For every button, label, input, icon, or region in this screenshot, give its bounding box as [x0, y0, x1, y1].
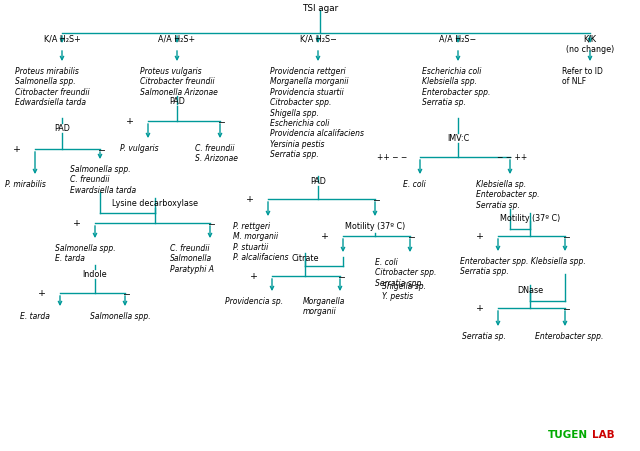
Text: K/A H₂S−: K/A H₂S− — [300, 35, 337, 44]
Text: +: + — [126, 117, 134, 126]
Text: E. tarda: E. tarda — [20, 311, 50, 320]
Text: PAD: PAD — [169, 97, 185, 106]
Text: Lysine decarboxylase: Lysine decarboxylase — [112, 198, 198, 207]
Text: A/A H₂S+: A/A H₂S+ — [159, 35, 196, 44]
Text: Refer to ID
of NLF: Refer to ID of NLF — [562, 67, 603, 86]
Text: Morganella
morganii: Morganella morganii — [303, 296, 346, 316]
Text: +: + — [250, 272, 258, 281]
Text: −: − — [563, 231, 571, 240]
Text: +: + — [321, 231, 329, 240]
Text: Motility (37º C): Motility (37º C) — [345, 221, 405, 230]
Text: Motility (37º C): Motility (37º C) — [500, 213, 560, 222]
Text: +: + — [246, 194, 254, 203]
Text: TSI agar: TSI agar — [302, 4, 338, 13]
Text: Serratia sp.: Serratia sp. — [462, 331, 506, 340]
Text: −: − — [123, 288, 131, 297]
Text: P. rettgeri
M. morganii
P. stuartii
P. alcalifaciens: P. rettgeri M. morganii P. stuartii P. a… — [233, 221, 289, 262]
Text: A/A H₂S−: A/A H₂S− — [440, 35, 477, 44]
Text: +: + — [13, 145, 21, 154]
Text: K/K
(no change): K/K (no change) — [566, 35, 614, 54]
Text: K/A H₂S+: K/A H₂S+ — [44, 35, 81, 44]
Text: C. freundii
S. Arizonae: C. freundii S. Arizonae — [195, 144, 238, 163]
Text: Enterobacter spp.: Enterobacter spp. — [535, 331, 604, 340]
Text: PAD: PAD — [54, 124, 70, 133]
Text: Enterobacter spp. Klebsiella spp.
Serratia spp.: Enterobacter spp. Klebsiella spp. Serrat… — [460, 257, 586, 276]
Text: PAD: PAD — [310, 177, 326, 186]
Text: Providencia sp.: Providencia sp. — [225, 296, 283, 305]
Text: +: + — [73, 219, 81, 227]
Text: Shigella sp.
Y. pestis: Shigella sp. Y. pestis — [382, 281, 426, 301]
Text: Escherichia coli
Klebsiella spp.
Enterobacter spp.
Serratia sp.: Escherichia coli Klebsiella spp. Enterob… — [422, 67, 490, 107]
Text: E. coli
Citrobacter spp.
Serratia spp.: E. coli Citrobacter spp. Serratia spp. — [375, 258, 436, 287]
Text: Citrate: Citrate — [291, 253, 319, 262]
Text: −: − — [408, 231, 416, 240]
Text: +: + — [476, 304, 484, 312]
Text: P. vulgaris: P. vulgaris — [120, 144, 159, 152]
Text: −: − — [563, 304, 571, 312]
Text: IMV:C: IMV:C — [447, 133, 469, 143]
Text: Proteus mirabilis
Salmonella spp.
Citrobacter freundii
Edwardsiella tarda: Proteus mirabilis Salmonella spp. Citrob… — [15, 67, 90, 107]
Text: −: − — [208, 219, 216, 227]
Text: Salmonella spp.: Salmonella spp. — [90, 311, 150, 320]
Text: E. coli: E. coli — [403, 179, 426, 189]
Text: P. mirabilis: P. mirabilis — [5, 179, 46, 189]
Text: TUGEN: TUGEN — [548, 429, 588, 439]
Text: +: + — [476, 231, 484, 240]
Text: Providencia rettgeri
Morganella morganii
Providencia stuartii
Citrobacter spp.
S: Providencia rettgeri Morganella morganii… — [270, 67, 364, 159]
Text: Salmonella spp.
E. tarda: Salmonella spp. E. tarda — [55, 244, 116, 263]
Text: Indole: Indole — [83, 269, 108, 278]
Text: −: − — [218, 117, 226, 126]
Text: +: + — [38, 288, 46, 297]
Text: ++ − −: ++ − − — [377, 152, 407, 161]
Text: Klebsiella sp.
Enterobacter sp.
Serratia sp.: Klebsiella sp. Enterobacter sp. Serratia… — [476, 179, 540, 209]
Text: DNase: DNase — [517, 285, 543, 295]
Text: −: − — [98, 145, 106, 154]
Text: −: − — [338, 272, 346, 281]
Text: −: − — [373, 194, 381, 203]
Text: Salmonella spp.
C. freundii
Ewardsiella tarda: Salmonella spp. C. freundii Ewardsiella … — [70, 165, 136, 194]
Text: − − ++: − − ++ — [497, 152, 527, 161]
Text: LAB: LAB — [592, 429, 614, 439]
Text: Proteus vulgaris
Citrobacter freundii
Salmonella Arizonae: Proteus vulgaris Citrobacter freundii Sa… — [140, 67, 218, 97]
Text: C. freundii
Salmonella
Paratyphi A: C. freundii Salmonella Paratyphi A — [170, 244, 214, 273]
